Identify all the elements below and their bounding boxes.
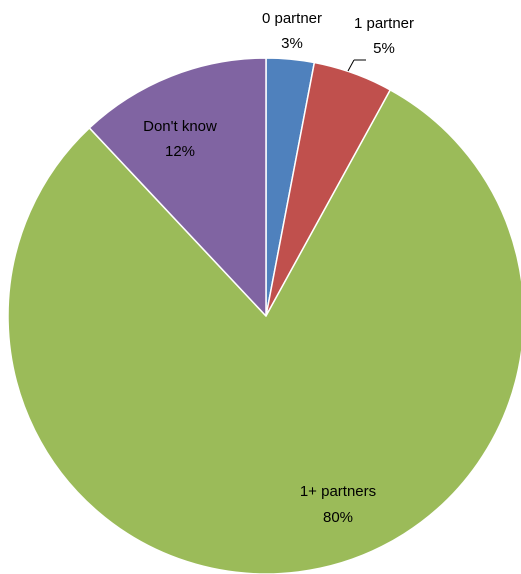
pie-slice-1-plus-partners (7, 89, 521, 574)
slice-label-1-plus-partners: 1+ partners (300, 483, 376, 500)
slice-value-dont-know: 12% (165, 143, 195, 160)
slice-label-dont-know: Don't know (143, 118, 217, 135)
slice-label-1-partner: 1 partner (354, 15, 414, 32)
slice-value-0-partner: 3% (281, 35, 303, 52)
slice-value-1-plus-partners: 80% (323, 509, 353, 526)
pie-slices (7, 57, 521, 574)
leader-line-1-partner (347, 59, 355, 72)
slice-label-0-partner: 0 partner (262, 10, 322, 27)
pie-slice-dont-know (88, 57, 267, 317)
slice-value-1-partner: 5% (373, 40, 395, 57)
